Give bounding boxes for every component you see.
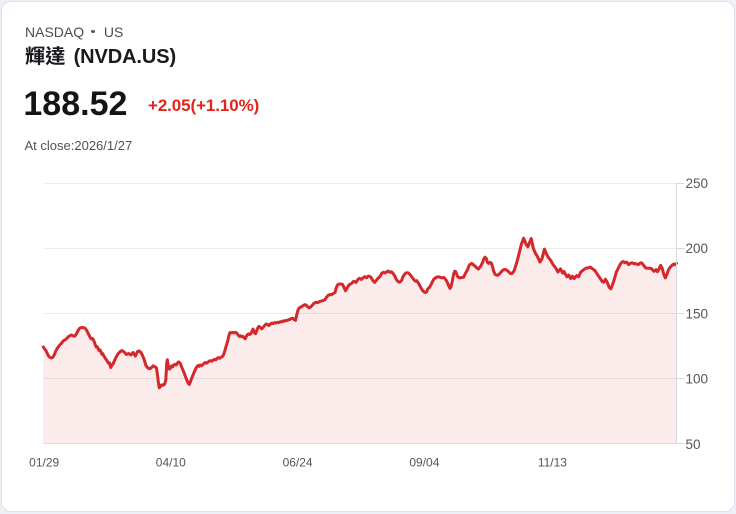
svg-text:09/04: 09/04 (409, 456, 439, 470)
svg-text:06/24: 06/24 (283, 456, 313, 470)
svg-text:200: 200 (686, 241, 709, 256)
svg-text:11/13: 11/13 (538, 456, 567, 470)
svg-text:04/10: 04/10 (156, 456, 186, 470)
svg-text:50: 50 (686, 437, 701, 452)
svg-text:150: 150 (686, 306, 709, 321)
svg-text:250: 250 (686, 176, 709, 191)
svg-text:01/29: 01/29 (29, 456, 59, 470)
svg-text:100: 100 (686, 372, 709, 387)
